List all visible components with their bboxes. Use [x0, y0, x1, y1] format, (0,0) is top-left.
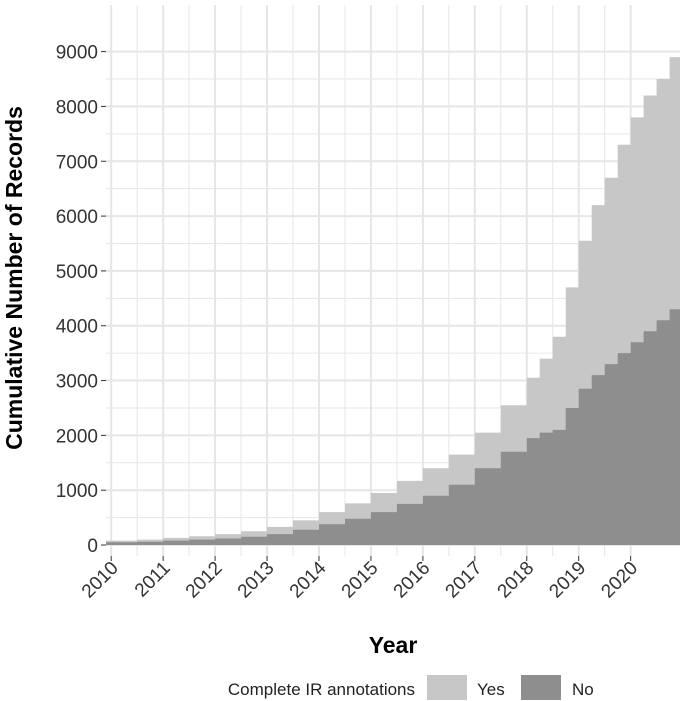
x-tick-label: 2018	[494, 558, 539, 603]
x-tick-label: 2015	[338, 558, 383, 603]
x-tick-label: 2017	[442, 558, 487, 603]
x-tick-label: 2019	[545, 558, 590, 603]
legend: Complete IR annotations Yes No	[228, 675, 594, 700]
y-axis-title: Cumulative Number of Records	[1, 106, 27, 450]
x-tick-label: 2012	[182, 558, 227, 603]
x-tick-label: 2010	[78, 558, 123, 603]
legend-label-yes: Yes	[477, 680, 505, 699]
y-tick-label: 0	[87, 536, 98, 557]
x-tick-label: 2016	[390, 558, 435, 603]
y-tick-label: 2000	[56, 426, 98, 447]
legend-swatch-no	[521, 675, 561, 700]
area-yes	[106, 24, 680, 546]
x-axis-title: Year	[369, 632, 418, 658]
y-tick-label: 3000	[56, 372, 98, 393]
y-tick-label: 8000	[56, 97, 98, 118]
x-tick-label: 2011	[131, 558, 175, 602]
legend-swatch-yes	[427, 675, 467, 700]
y-tick-label: 5000	[56, 262, 98, 283]
y-tick-label: 7000	[56, 152, 98, 173]
area-no	[106, 303, 680, 546]
x-tick-label: 2013	[234, 558, 279, 603]
legend-title: Complete IR annotations	[228, 680, 415, 699]
y-tick-label: 6000	[56, 207, 98, 228]
legend-label-no: No	[572, 680, 594, 699]
x-tick-label: 2014	[286, 557, 331, 602]
y-tick-label: 9000	[56, 43, 98, 64]
x-tick-label: 2020	[597, 558, 642, 603]
y-tick-label: 1000	[56, 481, 98, 502]
y-tick-label: 4000	[56, 317, 98, 338]
x-axis-ticks: 2010 2011 2012 2013 2014 2015 2016 2017 2018 2019…	[78, 556, 642, 602]
plot-area	[106, 24, 680, 546]
y-axis-ticks: 0 1000 2000 3000 4000 5000 6000 7000 8000 9000	[56, 43, 106, 557]
